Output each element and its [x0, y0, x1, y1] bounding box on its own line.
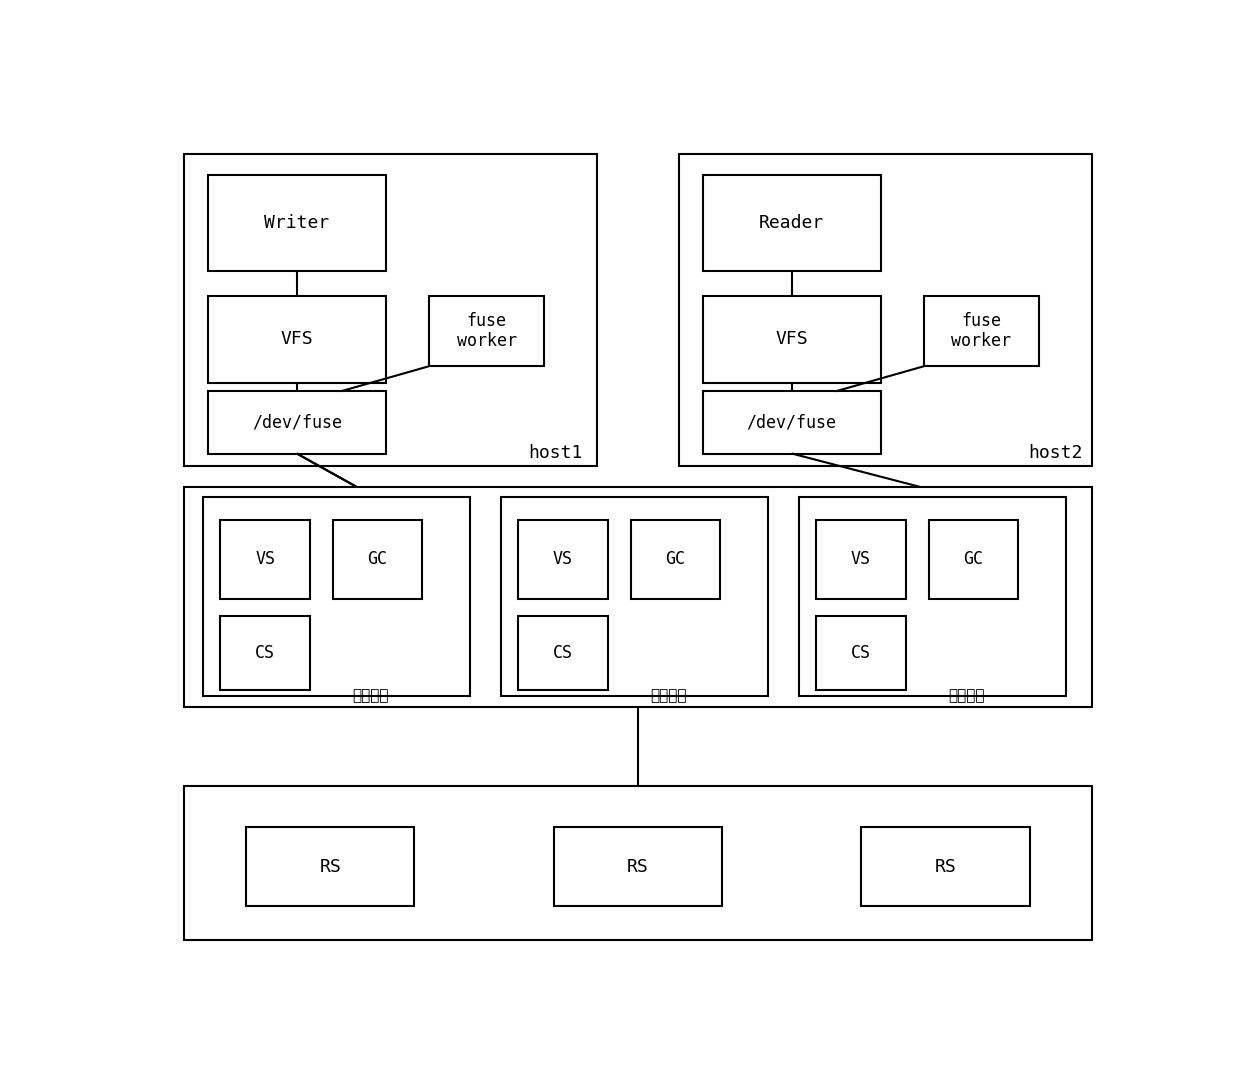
Bar: [221, 615, 310, 691]
Text: RS: RS: [627, 858, 649, 876]
Text: fuse
worker: fuse worker: [951, 312, 1012, 351]
Bar: [184, 786, 1092, 940]
Bar: [862, 828, 1029, 906]
Text: 存储节点: 存储节点: [352, 687, 388, 702]
Bar: [518, 615, 608, 691]
Bar: [816, 520, 905, 599]
Bar: [184, 487, 1092, 707]
Text: GC: GC: [666, 550, 686, 569]
Bar: [703, 296, 880, 383]
Bar: [799, 496, 1066, 696]
Text: host2: host2: [1028, 443, 1083, 462]
Bar: [429, 296, 544, 366]
Bar: [208, 392, 386, 453]
Text: VFS: VFS: [280, 330, 312, 349]
Bar: [703, 392, 880, 453]
Bar: [518, 520, 608, 599]
Bar: [221, 520, 310, 599]
Bar: [816, 615, 905, 691]
Text: 存储节点: 存储节点: [650, 687, 687, 702]
Bar: [703, 175, 880, 271]
Text: RS: RS: [935, 858, 956, 876]
Text: CS: CS: [255, 644, 275, 661]
Text: GC: GC: [367, 550, 387, 569]
Bar: [929, 520, 1018, 599]
Bar: [501, 496, 768, 696]
Text: CS: CS: [553, 644, 573, 661]
Text: fuse
worker: fuse worker: [456, 312, 517, 351]
Text: /dev/fuse: /dev/fuse: [746, 413, 837, 432]
Bar: [208, 175, 386, 271]
Bar: [247, 828, 414, 906]
Text: VFS: VFS: [775, 330, 808, 349]
Text: Reader: Reader: [759, 214, 825, 232]
Text: host1: host1: [528, 443, 583, 462]
Text: 存储节点: 存储节点: [947, 687, 985, 702]
Text: VS: VS: [255, 550, 275, 569]
Text: RS: RS: [320, 858, 341, 876]
Bar: [924, 296, 1039, 366]
Text: VS: VS: [553, 550, 573, 569]
Bar: [554, 828, 722, 906]
Text: Writer: Writer: [264, 214, 330, 232]
Bar: [678, 154, 1092, 466]
Text: VS: VS: [851, 550, 870, 569]
Bar: [184, 154, 596, 466]
Bar: [203, 496, 470, 696]
Bar: [208, 296, 386, 383]
Text: CS: CS: [851, 644, 870, 661]
Bar: [332, 520, 422, 599]
Text: /dev/fuse: /dev/fuse: [252, 413, 342, 432]
Text: GC: GC: [963, 550, 983, 569]
Bar: [631, 520, 720, 599]
